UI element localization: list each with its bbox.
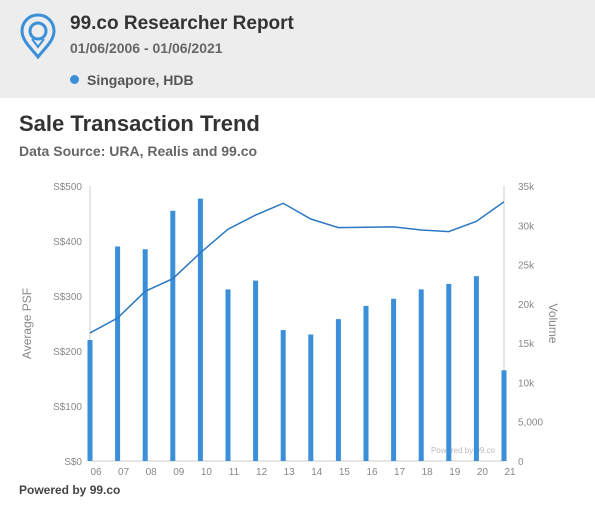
location-dot-icon bbox=[70, 75, 79, 84]
bar bbox=[418, 289, 424, 461]
bar bbox=[197, 198, 203, 461]
report-title: 99.co Researcher Report bbox=[70, 13, 294, 34]
y-axis-title-right: Volume bbox=[546, 303, 560, 343]
x-tick-label: 14 bbox=[311, 467, 323, 478]
x-tick-label: 20 bbox=[477, 467, 489, 478]
report-header: 99.co Researcher Report 01/06/2006 - 01/… bbox=[0, 0, 595, 98]
bar bbox=[115, 246, 121, 461]
bar bbox=[335, 319, 341, 461]
bar bbox=[225, 289, 231, 461]
series-line bbox=[89, 201, 505, 334]
x-tick-label: 12 bbox=[256, 467, 268, 478]
y-tick-label-left: S$400 bbox=[53, 237, 82, 248]
x-tick-label: 19 bbox=[449, 467, 461, 478]
x-tick-label: 09 bbox=[173, 467, 185, 478]
bar bbox=[363, 305, 369, 461]
y-tick-label-right: 15k bbox=[518, 339, 535, 350]
x-tick-label: 15 bbox=[339, 467, 351, 478]
y-tick-label-left: S$100 bbox=[53, 402, 82, 413]
x-tick-label: 07 bbox=[118, 467, 130, 478]
y-tick-label-right: 10k bbox=[518, 378, 535, 389]
y-tick-label-right: 5,000 bbox=[518, 418, 543, 429]
x-tick-label: 11 bbox=[229, 467, 240, 478]
powered-by-footer: Powered by 99.co bbox=[19, 483, 121, 497]
bar bbox=[280, 330, 286, 461]
chart-watermark: Powered by 99.co bbox=[431, 446, 496, 455]
bar bbox=[170, 210, 176, 461]
location-pin-icon bbox=[20, 13, 56, 59]
bar bbox=[501, 370, 507, 461]
y-tick-label-right: 0 bbox=[518, 457, 524, 468]
x-tick-label: 08 bbox=[146, 467, 158, 478]
bar bbox=[391, 298, 397, 461]
bar bbox=[446, 283, 452, 461]
section-source: Data Source: URA, Realis and 99.co bbox=[19, 143, 258, 159]
section-title: Sale Transaction Trend bbox=[19, 111, 260, 136]
y-axis-title-left: Average PSF bbox=[20, 288, 34, 359]
y-tick-label-right: 20k bbox=[518, 300, 535, 311]
x-tick-label: 17 bbox=[394, 467, 406, 478]
y-tick-label-left: S$500 bbox=[53, 182, 82, 193]
x-tick-label: 06 bbox=[90, 467, 102, 478]
y-tick-label-right: 30k bbox=[518, 221, 535, 232]
location-text: Singapore, HDB bbox=[87, 72, 194, 88]
bar bbox=[473, 276, 479, 461]
y-tick-label-right: 25k bbox=[518, 261, 535, 272]
location-label: Singapore, HDB bbox=[70, 72, 194, 88]
x-tick-label: 13 bbox=[284, 467, 296, 478]
x-tick-label: 10 bbox=[201, 467, 213, 478]
bar bbox=[142, 249, 148, 461]
y-tick-label-left: S$200 bbox=[53, 347, 82, 358]
y-tick-label-right: 35k bbox=[518, 182, 535, 193]
report-date-range: 01/06/2006 - 01/06/2021 bbox=[70, 40, 223, 56]
bar bbox=[87, 340, 93, 461]
y-tick-label-left: S$0 bbox=[64, 457, 82, 468]
y-tick-label-left: S$300 bbox=[53, 292, 82, 303]
bar bbox=[253, 280, 259, 461]
bar bbox=[308, 334, 314, 461]
x-tick-label: 16 bbox=[366, 467, 378, 478]
x-tick-label: 21 bbox=[504, 467, 516, 478]
x-tick-label: 18 bbox=[422, 467, 434, 478]
